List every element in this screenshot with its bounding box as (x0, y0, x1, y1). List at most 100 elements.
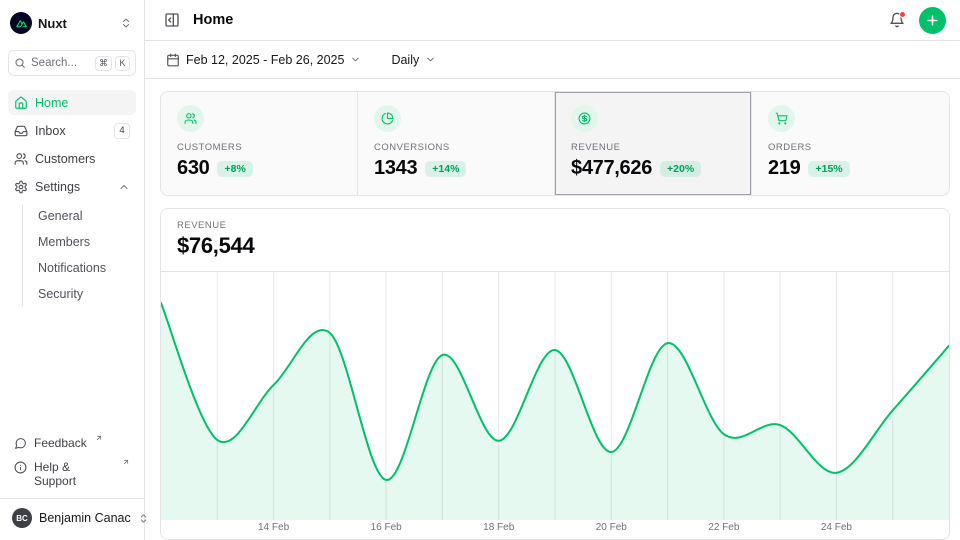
x-tick-label: 22 Feb (708, 522, 740, 533)
external-link-icon (122, 458, 130, 466)
help-support-link[interactable]: Help & Support (8, 456, 136, 492)
submenu-item-security[interactable]: Security (38, 287, 84, 301)
stat-delta-badge: +14% (425, 160, 467, 177)
search-icon (14, 57, 26, 69)
users-icon (14, 152, 28, 166)
inbox-count-badge: 4 (114, 122, 130, 139)
panel-collapse-icon (164, 12, 180, 28)
x-tick-label: 24 Feb (820, 522, 852, 533)
sidebar-spacer (8, 306, 136, 432)
revenue-area-chart[interactable] (161, 272, 949, 520)
inbox-icon (14, 124, 28, 138)
chart-canvas[interactable] (161, 272, 949, 520)
user-menu[interactable]: BC Benjamin Canac (0, 498, 146, 532)
users-icon (177, 105, 204, 132)
gear-icon (14, 180, 28, 194)
x-tick-label: 14 Feb (257, 522, 290, 533)
feedback-label: Feedback (34, 436, 87, 450)
settings-submenu: General Members Notifications Security (22, 204, 136, 306)
filters-toolbar: Feb 12, 2025 - Feb 26, 2025 Daily (145, 41, 960, 79)
info-circle-icon (14, 461, 27, 474)
date-range-label: Feb 12, 2025 - Feb 26, 2025 (186, 52, 345, 67)
sidebar-item-home[interactable]: Home (8, 90, 136, 115)
sidebar-footer: Feedback Help & Support (8, 432, 136, 498)
chevrons-up-down-icon (120, 17, 132, 29)
chart-header: REVENUE $76,544 (161, 209, 949, 272)
stat-value: 630 (177, 157, 210, 179)
stat-delta-badge: +20% (660, 160, 702, 177)
chart-pie-icon (374, 105, 401, 132)
submenu-item-general[interactable]: General (38, 209, 83, 223)
sidebar-item-label: Customers (35, 151, 96, 166)
sidebar-item-label: Inbox (35, 123, 66, 138)
revenue-chart-card: REVENUE $76,544 14 Feb 16 Feb 18 Feb 20 Feb… (160, 208, 950, 540)
main-panel: Home Feb 12, 2 (145, 0, 960, 540)
feedback-link[interactable]: Feedback (8, 432, 136, 454)
brand-name: Nuxt (38, 15, 67, 31)
sidebar-item-settings[interactable]: Settings (8, 174, 136, 199)
sidebar-item-inbox[interactable]: Inbox 4 (8, 118, 136, 143)
chevron-up-icon (118, 181, 130, 193)
stats-row: CUSTOMERS 630 +8% CONVERSIONS 1343 +14% (160, 91, 950, 196)
stat-card-conversions[interactable]: CONVERSIONS 1343 +14% (358, 92, 555, 195)
stat-value: 1343 (374, 157, 418, 179)
notifications-button[interactable] (885, 8, 909, 32)
nuxt-logo-icon (10, 12, 32, 34)
user-name: Benjamin Canac (39, 511, 131, 525)
stat-value: 219 (768, 157, 801, 179)
submenu-item-notifications[interactable]: Notifications (38, 261, 107, 275)
header-actions (885, 6, 946, 34)
main-header: Home (145, 0, 960, 41)
sidebar-collapse-button[interactable] (160, 8, 184, 32)
sidebar-item-label: Home (35, 95, 69, 110)
search-box[interactable]: ⌘ K (8, 50, 136, 76)
external-link-icon (95, 434, 103, 442)
stat-value: $477,626 (571, 157, 653, 179)
sidebar-item-label: Settings (35, 179, 81, 194)
team-switcher[interactable]: Nuxt (8, 8, 136, 38)
x-tick-label: 18 Feb (483, 522, 515, 533)
period-label: Daily (391, 52, 420, 67)
chart-x-axis: 14 Feb 16 Feb 18 Feb 20 Feb 22 Feb 24 Feb (161, 520, 949, 539)
sidebar: Nuxt ⌘ K Home (0, 0, 146, 540)
chevron-down-icon (350, 54, 361, 65)
stat-card-orders[interactable]: ORDERS 219 +15% (752, 92, 949, 195)
stat-delta-badge: +15% (808, 160, 850, 177)
message-circle-icon (14, 437, 27, 450)
stat-card-revenue[interactable]: REVENUE $477,626 +20% (555, 92, 752, 195)
add-new-button[interactable] (919, 6, 946, 34)
stat-label: CONVERSIONS (374, 142, 450, 153)
stat-delta-badge: +8% (217, 160, 253, 177)
chart-title: REVENUE (177, 220, 227, 231)
calendar-icon (166, 53, 180, 67)
sidebar-item-customers[interactable]: Customers (8, 146, 136, 171)
period-select[interactable]: Daily (385, 48, 442, 72)
chevron-down-icon (425, 54, 436, 65)
home-icon (14, 96, 28, 110)
x-tick-label: 20 Feb (595, 522, 627, 533)
chevrons-up-down-icon (138, 513, 149, 524)
date-range-button[interactable]: Feb 12, 2025 - Feb 26, 2025 (160, 48, 367, 72)
dashboard-content: CUSTOMERS 630 +8% CONVERSIONS 1343 +14% (145, 79, 960, 540)
stat-card-customers[interactable]: CUSTOMERS 630 +8% (161, 92, 358, 195)
stat-label: ORDERS (768, 142, 812, 153)
plus-icon (925, 13, 940, 28)
page-title: Home (193, 12, 234, 28)
chart-headline-value: $76,544 (177, 233, 255, 258)
x-tick-label: 16 Feb (370, 522, 402, 533)
kbd-k: K (115, 55, 130, 71)
submenu-item-members[interactable]: Members (38, 235, 91, 249)
kbd-cmd: ⌘ (95, 55, 112, 71)
shopping-cart-icon (768, 105, 795, 132)
sidebar-nav: Home Inbox 4 Customers Settings (8, 90, 136, 306)
bell-icon (889, 12, 905, 28)
help-support-label: Help & Support (34, 460, 77, 488)
dollar-circle-icon (571, 105, 598, 132)
stat-label: REVENUE (571, 142, 621, 153)
avatar: BC (12, 508, 32, 528)
search-kbd-hints: ⌘ K (95, 55, 130, 71)
search-input[interactable] (31, 57, 83, 69)
notification-dot (899, 11, 906, 18)
stat-label: CUSTOMERS (177, 142, 243, 153)
